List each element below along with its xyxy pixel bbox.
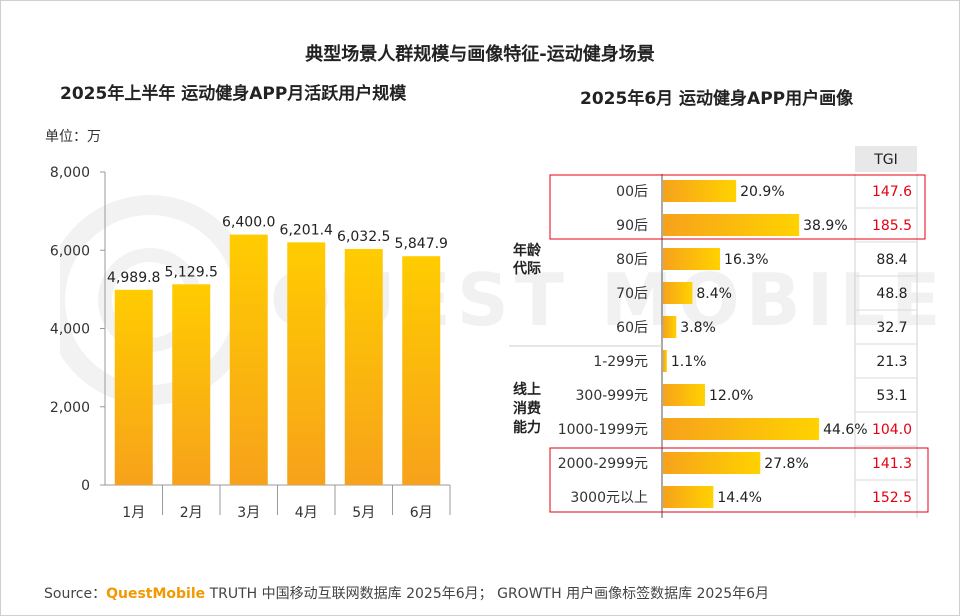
row-category-label: 3000元以上	[570, 490, 648, 506]
source-brand: QuestMobile	[106, 586, 206, 602]
bar-value-label: 38.9%	[803, 218, 847, 234]
bar-value-label: 14.4%	[717, 490, 761, 506]
row-category-label: 1-299元	[593, 354, 648, 370]
tgi-value: 147.6	[872, 184, 912, 200]
x-tick-label: 5月	[352, 505, 375, 521]
tgi-value: 152.5	[872, 490, 912, 506]
highlight-box	[549, 174, 926, 240]
bar	[402, 256, 441, 485]
x-tick-label: 1月	[122, 505, 145, 521]
bar	[344, 248, 383, 485]
bar	[287, 242, 326, 485]
tgi-value: 53.1	[876, 388, 907, 404]
page-title: 典型场景人群规模与画像特征-运动健身场景	[305, 44, 655, 65]
bar	[663, 418, 820, 440]
source-prefix: Source：	[44, 586, 107, 602]
bar-value-label: 5,129.5	[165, 264, 218, 280]
bar	[172, 284, 211, 485]
bar	[229, 234, 268, 485]
bar-value-label: 5,847.9	[395, 236, 448, 252]
bar	[663, 248, 721, 270]
source-text: TRUTH 中国移动互联网数据库 2025年6月； GROWTH 用户画像标签数…	[205, 586, 770, 602]
tgi-header: TGI	[873, 152, 898, 168]
row-category-label: 80后	[616, 252, 648, 268]
bar	[663, 350, 667, 372]
group-label: 消费	[513, 400, 541, 417]
x-tick-label: 3月	[237, 505, 260, 521]
y-tick-label: 4,000	[50, 322, 90, 338]
row-category-label: 00后	[616, 184, 648, 200]
tgi-value: 104.0	[872, 422, 912, 438]
tgi-value: 141.3	[872, 456, 912, 472]
bar	[663, 486, 714, 508]
bar-value-label: 44.6%	[823, 422, 867, 438]
x-tick-label: 4月	[295, 505, 318, 521]
y-tick-label: 8,000	[50, 165, 90, 181]
highlight-box	[549, 447, 929, 513]
bar-value-label: 6,032.5	[337, 229, 390, 245]
bar-value-label: 27.8%	[764, 456, 808, 472]
bar	[663, 180, 737, 202]
row-category-label: 70后	[616, 286, 648, 302]
bar-value-label: 16.3%	[724, 252, 768, 268]
group-label: 代际	[512, 260, 541, 277]
tgi-value: 21.3	[876, 354, 907, 370]
tgi-value: 48.8	[876, 286, 907, 302]
bar-value-label: 6,400.0	[222, 215, 275, 231]
monthly-active-users-chart: 0 2,000 4,000 6,000 8,000 4,989.8 1月 5,129.5 2月 6…	[50, 165, 451, 521]
tgi-value: 32.7	[876, 320, 907, 336]
x-tick-label: 2月	[180, 505, 203, 521]
bar	[663, 316, 677, 338]
bar	[663, 214, 800, 236]
bar-value-label: 8.4%	[696, 286, 732, 302]
row-category-label: 60后	[616, 320, 648, 336]
bar-value-label: 1.1%	[671, 354, 707, 370]
group-label: 年龄	[513, 242, 542, 259]
group-label: 能力	[513, 419, 541, 436]
source-note: Source：QuestMobile TRUTH 中国移动互联网数据库 2025…	[44, 583, 769, 603]
bar-value-label: 4,989.8	[107, 270, 160, 286]
bar-value-label: 20.9%	[740, 184, 784, 200]
bar	[663, 384, 705, 406]
tgi-header-bg	[855, 146, 917, 172]
right-chart-title: 2025年6月 运动健身APP用户画像	[580, 89, 854, 109]
row-category-label: 1000-1999元	[558, 422, 648, 438]
bar	[663, 452, 761, 474]
y-tick-label: 6,000	[50, 243, 90, 259]
group-label: 线上	[513, 381, 541, 398]
bar	[663, 282, 693, 304]
x-tick-label: 6月	[410, 505, 433, 521]
row-category-label: 300-999元	[576, 388, 649, 404]
row-category-label: 2000-2999元	[558, 456, 648, 472]
unit-label: 单位：万	[45, 129, 101, 145]
bar-value-label: 6,201.4	[280, 222, 334, 238]
bar-value-label: 3.8%	[680, 320, 716, 336]
bar	[114, 289, 153, 485]
tgi-value: 185.5	[872, 218, 912, 234]
y-tick-label: 2,000	[50, 400, 90, 416]
y-tick-label: 0	[81, 478, 90, 494]
row-category-label: 90后	[616, 218, 648, 234]
left-chart-title: 2025年上半年 运动健身APP月活跃用户规模	[60, 84, 407, 104]
bar-value-label: 12.0%	[709, 388, 753, 404]
tgi-value: 88.4	[876, 252, 907, 268]
